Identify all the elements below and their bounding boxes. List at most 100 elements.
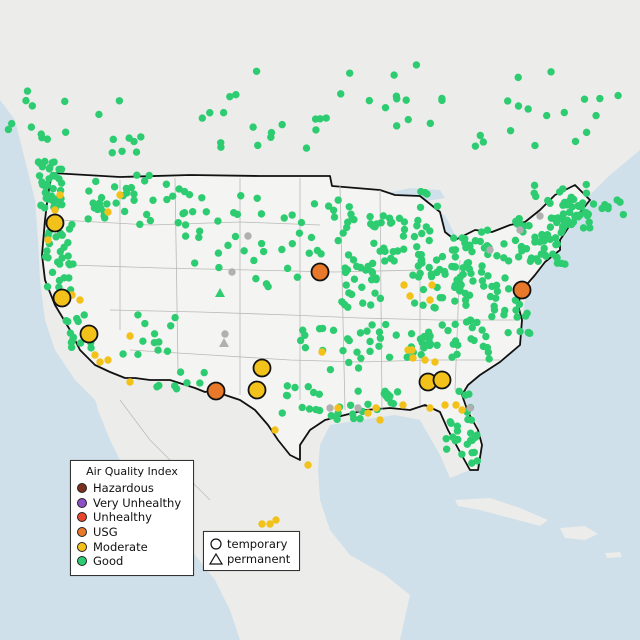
aqi-marker-good[interactable] — [368, 259, 377, 268]
aqi-marker-good[interactable] — [424, 328, 433, 336]
aqi-marker-good[interactable] — [198, 194, 206, 202]
aqi-marker-good[interactable] — [430, 303, 438, 312]
aqi-marker-good[interactable] — [486, 292, 495, 301]
aqi-marker-good[interactable] — [376, 334, 385, 342]
aqi-marker-moderate[interactable] — [271, 426, 279, 434]
aqi-marker-moderate[interactable] — [399, 401, 407, 409]
aqi-marker-good[interactable] — [326, 365, 335, 374]
aqi-marker-good[interactable] — [95, 110, 103, 119]
aqi-marker-no-data[interactable] — [221, 330, 229, 338]
aqi-marker-good[interactable] — [345, 203, 353, 211]
aqi-marker-good[interactable] — [56, 260, 64, 268]
aqi-marker-good[interactable] — [418, 229, 426, 238]
aqi-marker-good[interactable] — [596, 94, 604, 103]
aqi-marker-good[interactable] — [93, 202, 101, 210]
aqi-marker-moderate[interactable] — [421, 356, 429, 364]
aqi-marker-moderate[interactable] — [318, 348, 326, 356]
aqi-marker-good[interactable] — [346, 401, 355, 409]
aqi-marker-good[interactable] — [393, 388, 402, 396]
aqi-marker-good[interactable] — [43, 283, 52, 291]
aqi-marker-good[interactable] — [47, 194, 56, 202]
aqi-marker-good[interactable] — [348, 214, 356, 223]
aqi-marker-good[interactable] — [514, 102, 523, 110]
aqi-marker-no-data[interactable] — [466, 404, 474, 412]
aqi-marker-good[interactable] — [181, 221, 190, 229]
aqi-marker-good[interactable] — [217, 143, 225, 151]
aqi-marker-good[interactable] — [139, 337, 147, 345]
aqi-marker-good[interactable] — [49, 185, 57, 193]
aqi-marker-moderate[interactable] — [400, 281, 408, 289]
aqi-marker-moderate[interactable] — [372, 404, 380, 412]
aqi-marker-good[interactable] — [523, 309, 531, 318]
aqi-marker-good[interactable] — [288, 211, 296, 219]
aqi-marker-good[interactable] — [385, 353, 394, 361]
aqi-marker-good[interactable] — [120, 207, 129, 216]
aqi-marker-good[interactable] — [145, 171, 153, 180]
aqi-marker-good[interactable] — [582, 128, 591, 137]
aqi-marker-no-data[interactable] — [354, 404, 362, 412]
aqi-marker-good[interactable] — [366, 347, 374, 356]
aqi-marker-good[interactable] — [130, 196, 138, 204]
aqi-marker-good[interactable] — [41, 253, 50, 261]
aqi-marker-good[interactable] — [473, 318, 481, 327]
aqi-marker-good[interactable] — [58, 200, 66, 209]
aqi-marker-good[interactable] — [259, 247, 268, 256]
aqi-marker-good[interactable] — [282, 391, 291, 400]
aqi-marker-good[interactable] — [345, 358, 353, 367]
aqi-marker-good[interactable] — [512, 306, 520, 314]
aqi-marker-good[interactable] — [468, 323, 476, 332]
aqi-marker-good[interactable] — [506, 127, 515, 135]
aqi-marker-good[interactable] — [354, 387, 362, 395]
aqi-marker-good[interactable] — [23, 87, 32, 95]
aqi-marker-good[interactable] — [195, 227, 204, 235]
aqi-marker-good[interactable] — [515, 300, 524, 309]
aqi-marker-good[interactable] — [435, 265, 444, 274]
aqi-marker-good[interactable] — [442, 435, 450, 443]
aqi-marker-good[interactable] — [119, 350, 127, 358]
aqi-marker-good[interactable] — [451, 246, 460, 254]
aqi-marker-good[interactable] — [571, 137, 580, 146]
aqi-marker-good[interactable] — [598, 204, 606, 213]
aqi-marker-good[interactable] — [169, 192, 177, 200]
aqi-marker-good[interactable] — [150, 330, 159, 338]
aqi-marker-moderate-temporary[interactable] — [45, 213, 65, 233]
aqi-marker-good[interactable] — [253, 194, 261, 202]
aqi-marker-good[interactable] — [372, 275, 380, 284]
aqi-marker-good[interactable] — [40, 204, 49, 212]
aqi-marker-good[interactable] — [511, 236, 520, 245]
aqi-marker-good[interactable] — [542, 252, 550, 260]
aqi-marker-good[interactable] — [356, 329, 365, 337]
aqi-marker-good[interactable] — [414, 250, 423, 259]
aqi-marker-moderate[interactable] — [452, 401, 460, 409]
aqi-marker-good[interactable] — [614, 91, 622, 100]
aqi-marker-good[interactable] — [362, 266, 370, 274]
aqi-marker-good[interactable] — [381, 257, 389, 265]
aqi-marker-good[interactable] — [467, 416, 476, 424]
aqi-marker-moderate[interactable] — [376, 416, 384, 424]
aqi-marker-moderate-temporary[interactable] — [52, 288, 72, 308]
aqi-marker-good[interactable] — [230, 209, 238, 217]
aqi-marker-good[interactable] — [449, 263, 458, 271]
aqi-marker-good[interactable] — [493, 287, 502, 296]
aqi-marker-good[interactable] — [183, 379, 191, 387]
aqi-marker-good[interactable] — [110, 183, 119, 191]
aqi-marker-good[interactable] — [237, 192, 245, 200]
aqi-marker-good[interactable] — [73, 314, 81, 323]
aqi-marker-good[interactable] — [302, 144, 311, 152]
aqi-marker-good[interactable] — [296, 336, 305, 345]
aqi-marker-good[interactable] — [109, 135, 117, 144]
aqi-marker-good[interactable] — [538, 230, 546, 239]
aqi-marker-good[interactable] — [329, 206, 338, 214]
aqi-marker-moderate[interactable] — [44, 236, 52, 244]
aqi-marker-good[interactable] — [103, 200, 111, 208]
aqi-marker-good[interactable] — [195, 233, 203, 242]
aqi-marker-good[interactable] — [60, 243, 68, 252]
aqi-marker-moderate-temporary[interactable] — [247, 380, 267, 400]
aqi-marker-good[interactable] — [61, 97, 69, 106]
aqi-marker-good[interactable] — [476, 131, 485, 140]
aqi-marker-good[interactable] — [171, 313, 179, 322]
aqi-marker-good[interactable] — [381, 103, 390, 112]
aqi-marker-good[interactable] — [447, 419, 455, 427]
aqi-marker-moderate[interactable] — [266, 520, 274, 528]
aqi-marker-good[interactable] — [441, 270, 449, 278]
